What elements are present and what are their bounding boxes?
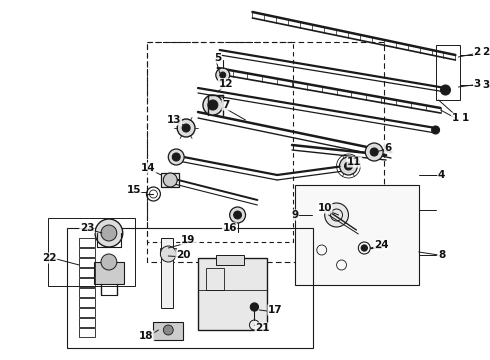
Bar [79, 318, 95, 327]
Circle shape [365, 143, 383, 161]
Text: 2: 2 [482, 47, 490, 57]
Bar [79, 308, 95, 317]
Bar [206, 268, 224, 290]
Bar [295, 185, 419, 285]
Text: 14: 14 [141, 163, 156, 173]
Bar [94, 262, 124, 284]
Bar [79, 258, 95, 267]
Text: 19: 19 [181, 235, 196, 245]
Text: 24: 24 [374, 240, 389, 250]
Text: 6: 6 [385, 143, 392, 153]
Bar [79, 298, 95, 307]
Circle shape [168, 149, 184, 165]
Bar [161, 238, 173, 308]
Circle shape [370, 148, 378, 156]
Circle shape [234, 211, 242, 219]
Circle shape [208, 100, 218, 110]
Circle shape [220, 72, 226, 78]
Circle shape [441, 85, 450, 95]
Circle shape [160, 246, 176, 262]
Circle shape [340, 157, 357, 175]
Circle shape [163, 325, 173, 335]
Circle shape [163, 173, 177, 187]
Circle shape [361, 245, 368, 251]
Text: 8: 8 [438, 250, 445, 260]
Circle shape [230, 207, 245, 223]
Text: 15: 15 [126, 185, 141, 195]
Text: 18: 18 [139, 331, 154, 341]
Text: 4: 4 [438, 170, 445, 180]
Circle shape [432, 126, 440, 134]
Text: 9: 9 [292, 210, 298, 220]
Bar [160, 248, 176, 254]
Bar [79, 268, 95, 277]
Text: 10: 10 [318, 203, 332, 213]
Bar [161, 173, 179, 187]
Text: 12: 12 [219, 79, 233, 89]
Text: 1: 1 [452, 113, 459, 123]
Circle shape [203, 95, 223, 115]
Text: 21: 21 [255, 323, 270, 333]
Bar [198, 258, 267, 330]
Bar [147, 42, 384, 262]
Text: 20: 20 [176, 250, 191, 260]
Circle shape [216, 68, 230, 82]
Circle shape [250, 303, 258, 311]
Circle shape [172, 153, 180, 161]
Circle shape [101, 225, 117, 241]
Text: 3: 3 [473, 79, 481, 89]
Text: 17: 17 [268, 305, 283, 315]
Bar [436, 45, 460, 100]
Text: 2: 2 [473, 47, 481, 57]
Text: 11: 11 [347, 157, 362, 167]
Text: 22: 22 [42, 253, 57, 263]
Bar [79, 278, 95, 287]
Circle shape [344, 162, 352, 170]
Text: 13: 13 [167, 115, 181, 125]
Bar [48, 218, 135, 286]
Circle shape [182, 124, 190, 132]
Circle shape [177, 119, 195, 137]
Bar [79, 328, 95, 337]
Text: 16: 16 [222, 223, 237, 233]
Text: 5: 5 [214, 53, 221, 63]
Bar [153, 322, 183, 340]
Bar [79, 248, 95, 257]
Bar [79, 238, 95, 247]
Text: 1: 1 [462, 113, 469, 123]
Text: 3: 3 [482, 80, 490, 90]
Bar [216, 255, 244, 265]
Circle shape [101, 254, 117, 270]
Text: 23: 23 [80, 223, 95, 233]
Text: 7: 7 [222, 100, 229, 110]
Bar [147, 42, 293, 242]
Bar [79, 288, 95, 297]
Circle shape [95, 219, 123, 247]
Circle shape [325, 203, 348, 227]
Bar [67, 228, 313, 348]
